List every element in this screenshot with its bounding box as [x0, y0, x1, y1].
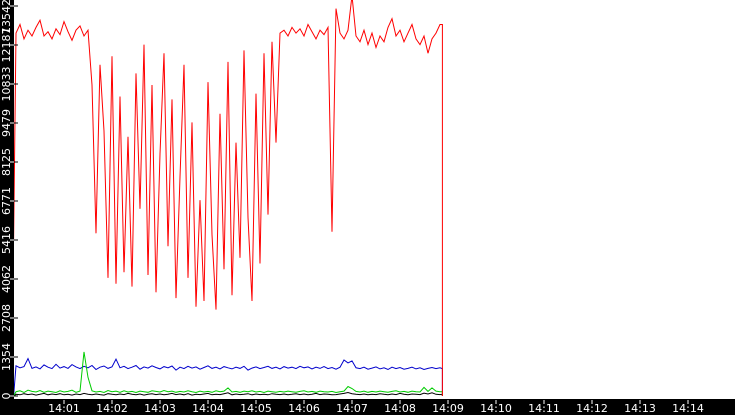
black-series [14, 391, 443, 397]
y-axis-tick-label: 0 [0, 393, 13, 400]
plot-area[interactable] [14, 0, 735, 399]
x-axis-tick-label: 14:11 [528, 402, 560, 415]
y-axis-tick-label: 9479 [0, 109, 13, 137]
y-axis-tick-label: 6771 [0, 187, 13, 215]
y-axis-tick-label: 10833 [0, 67, 13, 102]
x-axis-tick-label: 14:09 [432, 402, 464, 415]
x-axis-tick-label: 14:03 [144, 402, 176, 415]
x-axis-tick-label: 14:08 [384, 402, 416, 415]
y-axis-tick-label: 12187 [0, 28, 13, 63]
x-axis-tick-label: 14:13 [624, 402, 656, 415]
x-axis-tick-label: 14:07 [336, 402, 368, 415]
y-axis-tick-label: 5416 [0, 226, 13, 254]
x-axis-tick-label: 14:06 [288, 402, 320, 415]
blue-series [14, 357, 443, 397]
x-axis-tick-label: 14:04 [192, 402, 224, 415]
red-series [14, 0, 443, 396]
x-axis-tick-label: 14:02 [96, 402, 128, 415]
green-series [14, 351, 443, 397]
y-axis-tick-label: 8125 [0, 148, 13, 176]
x-axis-tick-label: 14:10 [480, 402, 512, 415]
y-axis-tick-label: 4062 [0, 265, 13, 293]
x-axis-tick-label: 14:01 [48, 402, 80, 415]
x-axis-tick-label: 14:05 [240, 402, 272, 415]
y-axis-tick-label: 2708 [0, 304, 13, 332]
x-axis-tick-label: 14:14 [672, 402, 704, 415]
x-axis-tick-label: 14:12 [576, 402, 608, 415]
y-axis-tick-label: 1354 [0, 343, 13, 371]
y-axis-tick-label: 13542 [0, 0, 13, 34]
